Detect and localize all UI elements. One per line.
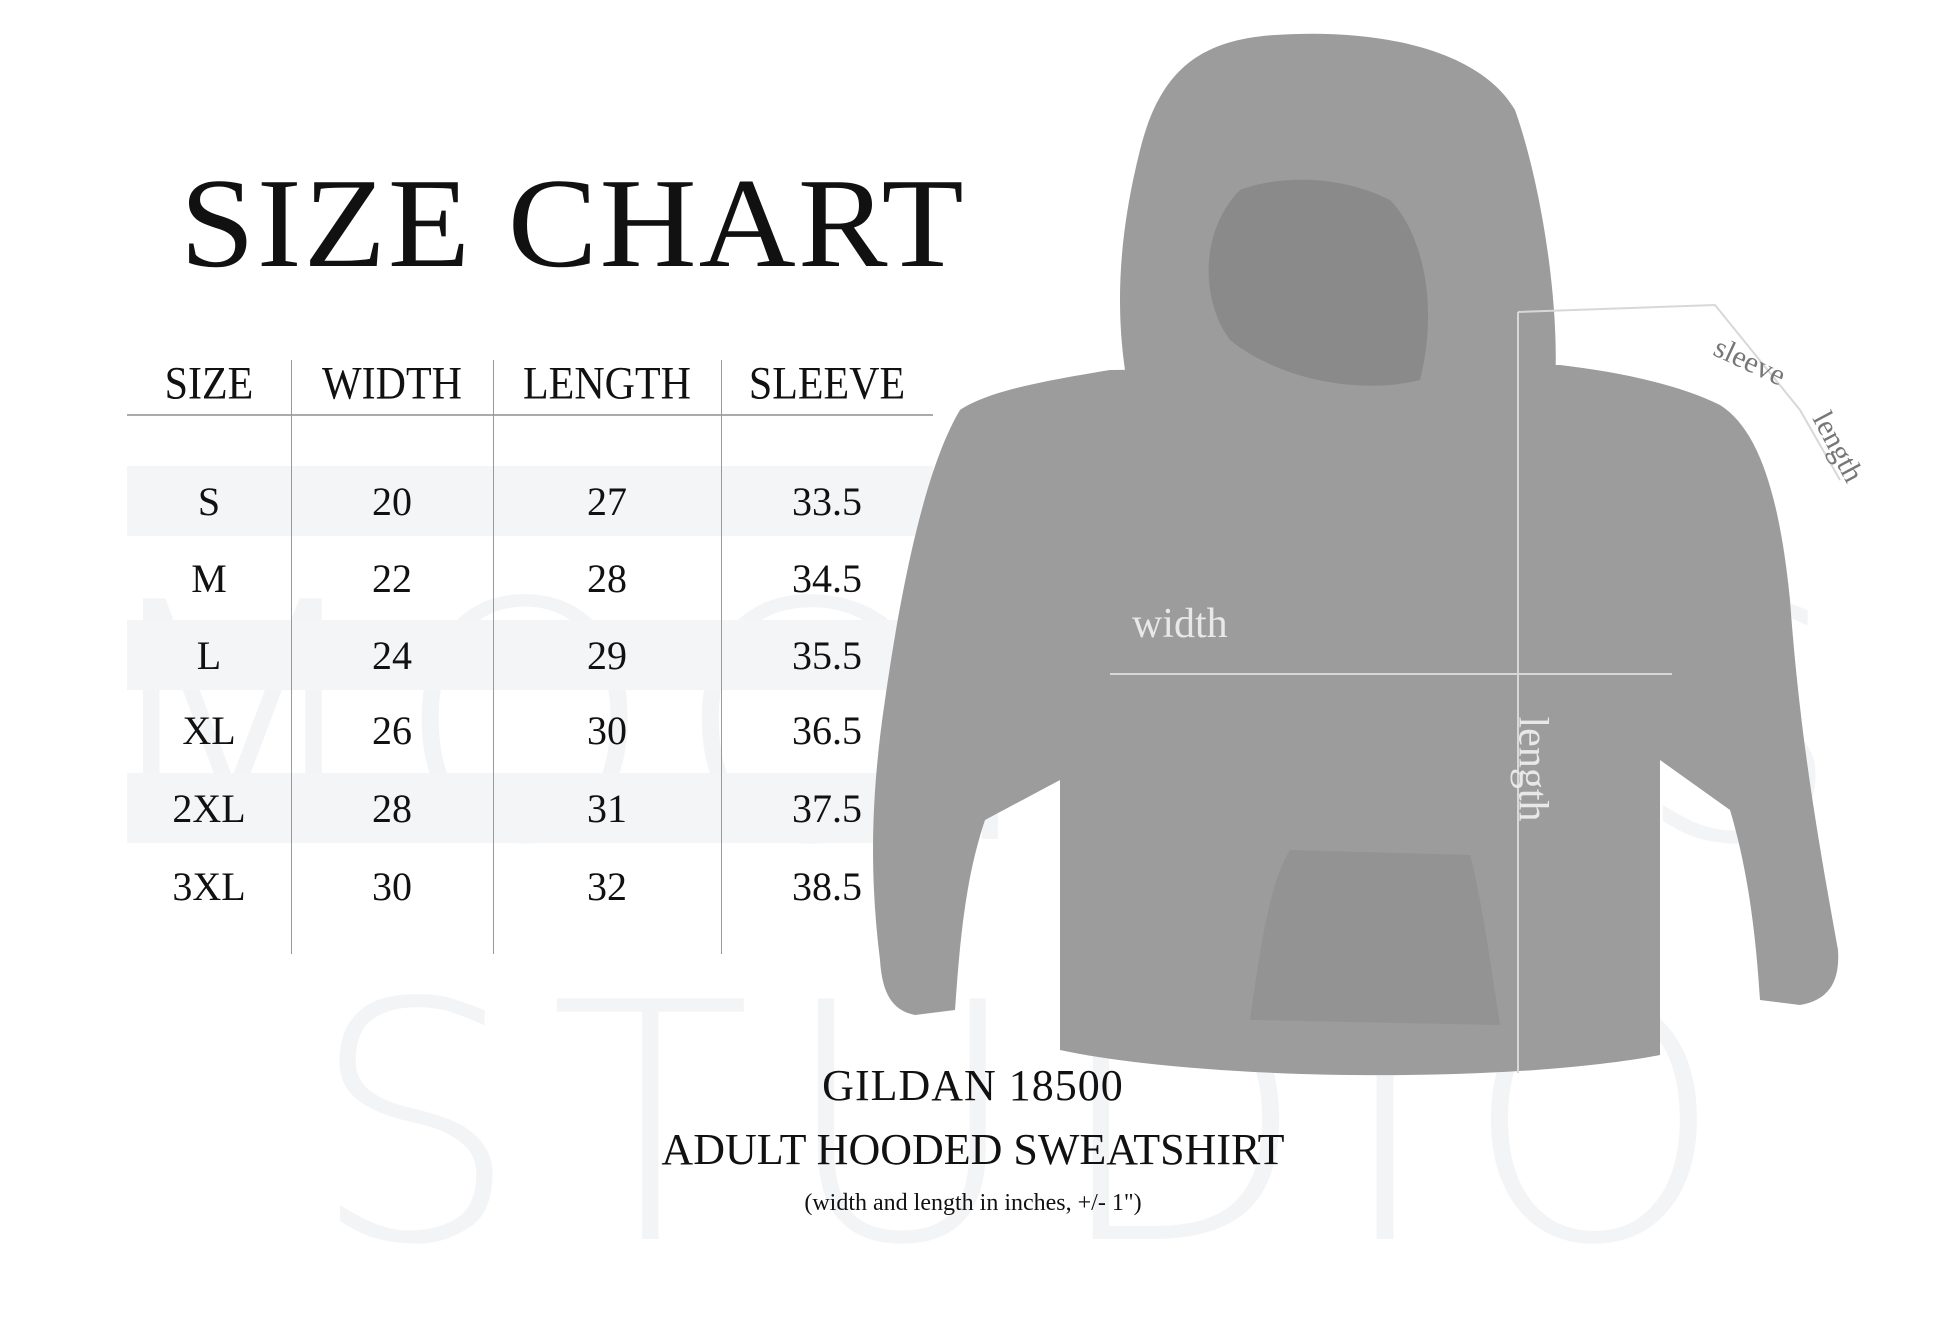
width-cell: 26	[372, 708, 412, 753]
measurement-note: (width and length in inches, +/- 1")	[804, 1190, 1142, 1216]
product-description: ADULT HOODED SWEATSHIRT	[661, 1125, 1285, 1174]
sleeve-cell: 35.5	[792, 633, 862, 678]
width-cell: 28	[372, 786, 412, 831]
column-divider	[291, 360, 292, 954]
length-cell: 29	[587, 633, 627, 678]
sleeve-cell: 38.5	[792, 864, 862, 909]
length-cell: 28	[587, 556, 627, 601]
row-stripe	[127, 620, 933, 690]
width-cell: 20	[372, 479, 412, 524]
width-label: width	[1132, 601, 1228, 647]
header-length: LENGTH	[523, 358, 691, 410]
length-cell: 27	[587, 479, 627, 524]
length-label: length	[1509, 716, 1556, 822]
sleeve-cell: 33.5	[792, 479, 862, 524]
hood-opening	[1208, 179, 1429, 386]
size-cell: 3XL	[172, 864, 246, 909]
row-stripe	[127, 466, 933, 536]
hoodie-body	[873, 365, 1839, 1076]
length-cell: 30	[587, 708, 627, 753]
column-divider	[721, 360, 722, 954]
size-cell: M	[191, 556, 227, 601]
column-divider	[493, 360, 494, 954]
size-cell: XL	[182, 708, 236, 753]
width-cell: 22	[372, 556, 412, 601]
size-cell: 2XL	[172, 786, 246, 831]
size-cell: L	[196, 633, 222, 678]
header-size: SIZE	[164, 358, 254, 410]
width-cell: 30	[372, 864, 412, 909]
header-width: WIDTH	[322, 358, 462, 410]
width-cell: 24	[372, 633, 412, 678]
length-cell: 31	[587, 786, 627, 831]
length-cell: 32	[587, 864, 627, 909]
sleeve-cell: 34.5	[792, 556, 862, 601]
header-divider	[127, 414, 933, 416]
sleeve-measure-line	[1517, 303, 1841, 481]
row-stripe	[127, 773, 933, 843]
sleeve-cell: 37.5	[792, 786, 862, 831]
pocket	[1250, 850, 1500, 1025]
size-cell: S	[197, 479, 221, 524]
sleeve-cell: 36.5	[792, 708, 862, 753]
header-sleeve: SLEEVE	[748, 358, 906, 410]
page-title: SIZE CHART	[180, 152, 966, 294]
product-name: GILDAN 18500	[822, 1061, 1124, 1110]
